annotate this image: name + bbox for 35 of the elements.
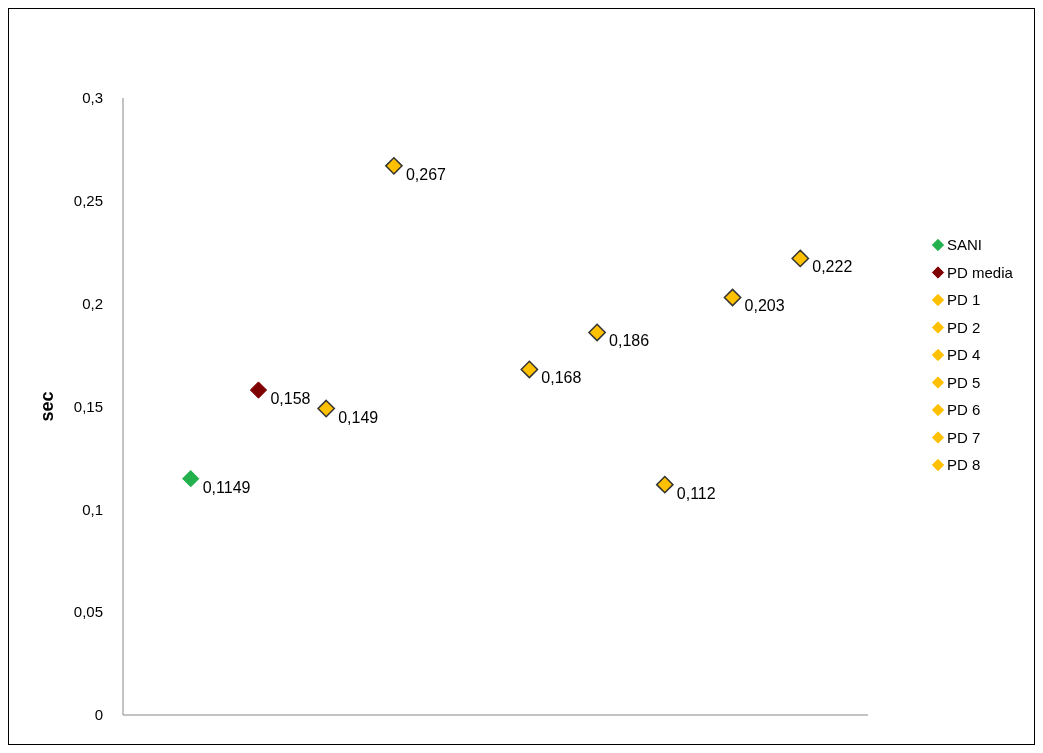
point (520, 360, 539, 379)
data-label: 0,158 (270, 390, 311, 408)
point (655, 475, 674, 494)
legend-label: PD 7 (947, 428, 981, 446)
y-axis-title: sec (37, 391, 57, 422)
data-label: 0,186 (609, 332, 650, 350)
point (588, 323, 606, 342)
legend-label: PD 1 (947, 291, 981, 309)
data-label: 0,203 (744, 297, 785, 315)
legend-label: PD 8 (947, 456, 981, 474)
y-tick-label: 0,25 (73, 192, 103, 210)
point (791, 249, 810, 268)
data-label: 0,112 (676, 484, 716, 502)
y-tick-label: 0,3 (82, 89, 103, 107)
legend-label: PD media (947, 263, 1014, 281)
data-label: 0,1149 (202, 478, 251, 496)
y-tick-label: 0,2 (82, 294, 103, 312)
point (249, 381, 268, 399)
data-label: 0,168 (541, 369, 582, 387)
data-label: 0,149 (338, 408, 379, 426)
data-label: 0,222 (812, 258, 853, 276)
data-label: 0,267 (405, 165, 447, 183)
legend-label: PD 5 (947, 373, 981, 391)
y-tick-label: 0,1 (82, 500, 103, 518)
legend-label: PD 6 (947, 401, 981, 419)
point (385, 156, 403, 175)
y-tick-label: 0,15 (73, 397, 103, 415)
point (182, 470, 200, 488)
legend-label: PD 4 (947, 346, 981, 364)
y-tick-label: 0,05 (73, 603, 103, 621)
point (317, 399, 336, 418)
legend-label: PD 2 (947, 318, 981, 336)
legend-label: SANI (947, 236, 983, 254)
point (723, 288, 742, 307)
y-tick-label: 0 (94, 706, 103, 724)
